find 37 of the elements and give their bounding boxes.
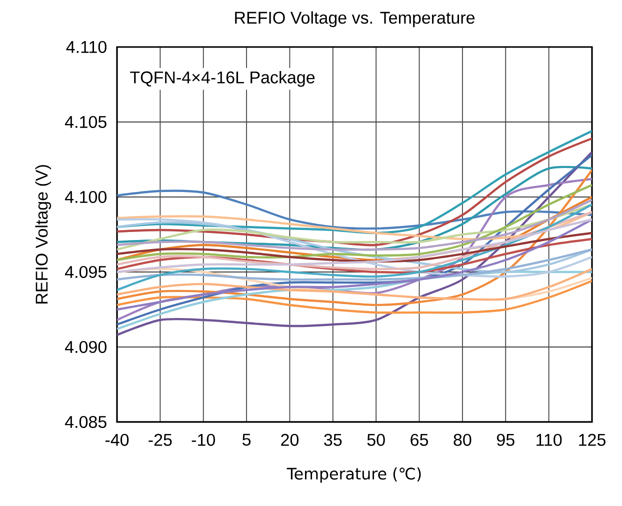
line-series [117,168,592,306]
line-series [117,238,592,274]
x-tick-label: 65 [410,434,428,446]
line-series [117,248,592,281]
line-series [117,268,592,301]
line-series [117,190,592,230]
chart-title: REFIO Voltage vs. Temperature [235,11,475,28]
y-axis-title: REFIO Voltage (V) [35,165,52,304]
line-series [117,130,592,234]
line-series [117,210,592,240]
x-tick-label: 95 [496,434,514,446]
line-series [117,218,592,311]
line-series [117,203,592,292]
line-series [117,280,592,314]
y-tick-label: 4.090 [64,340,106,354]
y-tick-label: 4.085 [64,416,106,428]
line-series [117,196,592,262]
x-tick-label: -10 [192,434,215,446]
y-tick-label: 4.110 [66,40,106,54]
x-tick-label: 80 [454,434,472,446]
line-series [117,210,592,270]
x-tick-label: 20 [281,434,299,446]
x-tick-label: -25 [148,434,172,446]
x-tick-label: 110 [536,434,562,446]
y-tick-label: 4.095 [64,266,106,278]
line-series [117,232,592,263]
line-series [117,137,592,246]
x-tick-label: -40 [105,434,129,446]
y-tick-label: 4.100 [64,190,106,204]
x-tick-label: 35 [324,434,342,446]
x-tick-label: 50 [367,434,385,446]
annotation: TQFN-4×4-16L Package [130,70,315,87]
x-tick-label: 125 [579,434,606,446]
x-tick-label: 5 [242,434,251,446]
y-tick-label: 4.105 [64,116,106,128]
x-axis-title: Temperature (℃) [286,467,421,483]
line-series [117,184,592,262]
